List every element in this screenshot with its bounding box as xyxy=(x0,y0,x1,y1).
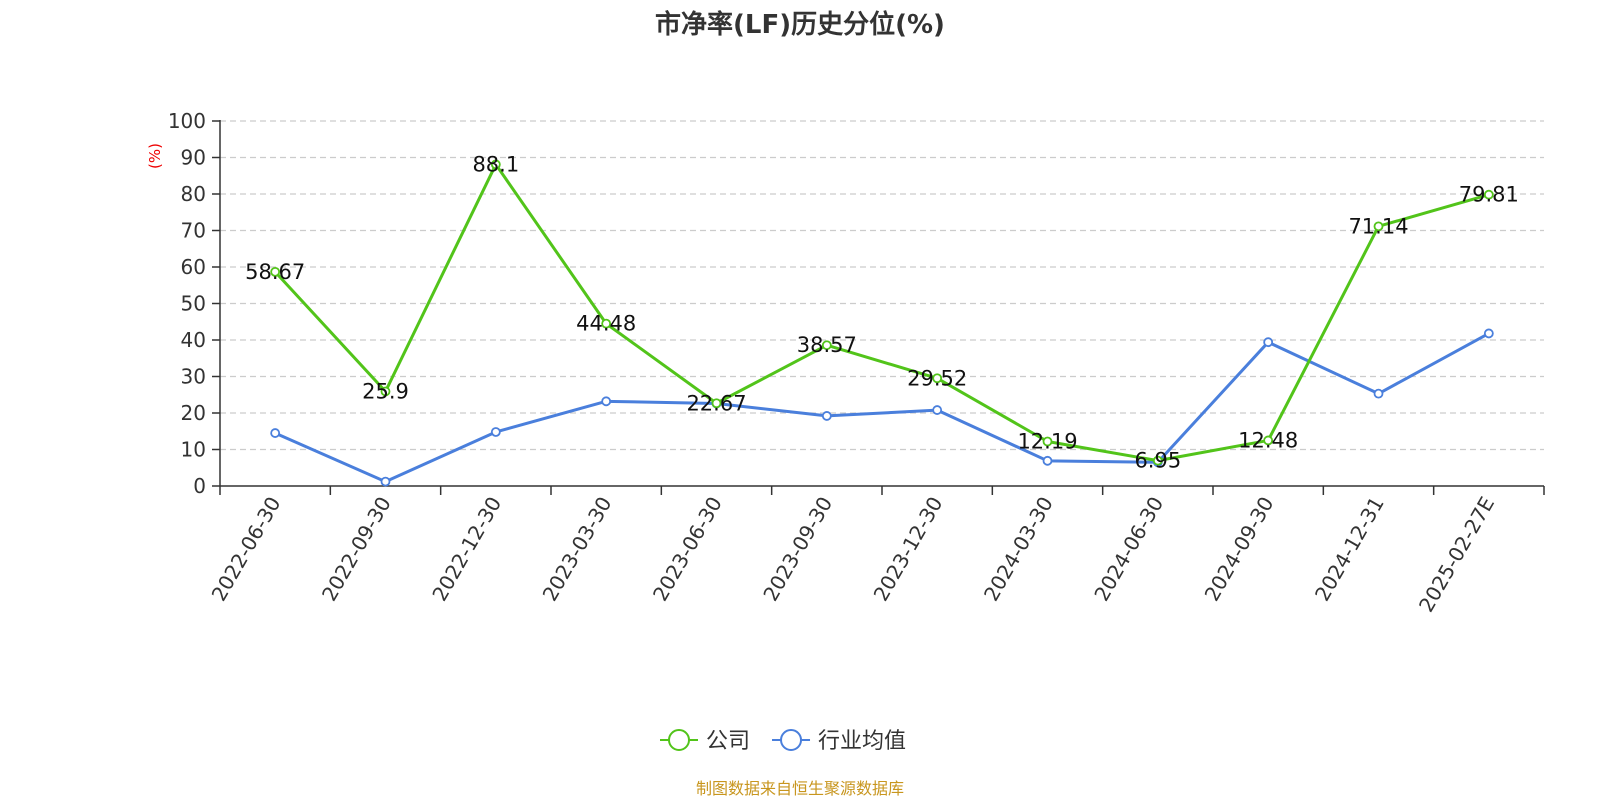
data-label: 12.48 xyxy=(1238,428,1298,452)
data-point[interactable] xyxy=(711,398,722,409)
data-point[interactable] xyxy=(380,386,391,397)
data-point[interactable] xyxy=(1263,337,1274,348)
data-label: 44.48 xyxy=(576,312,636,336)
x-tick-label: 2022-09-30 xyxy=(317,493,396,606)
series-line-0 xyxy=(274,162,1490,463)
data-point[interactable] xyxy=(1042,455,1053,466)
data-point[interactable] xyxy=(932,373,943,384)
data-point[interactable] xyxy=(380,476,391,487)
x-tick-label: 2024-03-30 xyxy=(979,493,1058,606)
legend-item-0[interactable]: 公司 xyxy=(660,729,750,754)
series-line-1 xyxy=(274,332,1490,484)
y-tick-label: 100 xyxy=(168,109,206,133)
data-label: 38.57 xyxy=(797,333,857,357)
data-label: 71.14 xyxy=(1348,214,1408,238)
data-point[interactable] xyxy=(1483,189,1494,200)
y-tick-label: 0 xyxy=(193,474,206,498)
data-point[interactable] xyxy=(1373,388,1384,399)
data-label: 58.67 xyxy=(245,260,305,284)
data-point[interactable] xyxy=(270,266,281,277)
data-point[interactable] xyxy=(601,396,612,407)
legend-label: 公司 xyxy=(706,729,750,754)
y-tick-label: 50 xyxy=(181,292,206,316)
y-axis-unit: (%) xyxy=(146,143,164,169)
x-tick-label: 2023-06-30 xyxy=(648,493,727,606)
y-tick-label: 70 xyxy=(181,219,206,243)
data-label: 12.19 xyxy=(1017,430,1077,454)
grid-lines xyxy=(220,120,1544,451)
data-label: 88.1 xyxy=(472,152,519,176)
x-tick-label: 2025-02-27E xyxy=(1414,493,1499,617)
legend-marker-icon xyxy=(668,729,690,751)
data-label: 29.52 xyxy=(907,366,967,390)
data-label: 6.95 xyxy=(1134,449,1181,473)
legend-label: 行业均值 xyxy=(818,729,906,754)
x-tick-label: 2022-06-30 xyxy=(207,493,286,606)
data-label: 79.81 xyxy=(1459,183,1519,207)
data-source-note: 制图数据来自恒生聚源数据库 xyxy=(696,779,904,798)
data-label: 25.9 xyxy=(362,379,409,403)
data-point[interactable] xyxy=(1152,455,1163,466)
data-label: 22.67 xyxy=(686,391,746,415)
data-point[interactable] xyxy=(490,159,501,170)
series-layer xyxy=(270,159,1494,487)
legend-marker-icon xyxy=(780,729,803,751)
x-tick-label: 2023-09-30 xyxy=(758,493,837,606)
legend-item-1[interactable]: 行业均值 xyxy=(772,729,906,754)
data-point[interactable] xyxy=(1263,435,1274,446)
y-tick-label: 10 xyxy=(181,438,206,462)
y-tick-label: 20 xyxy=(181,401,206,425)
data-point[interactable] xyxy=(932,405,943,415)
y-tick-label: 60 xyxy=(181,255,206,279)
y-tick-label: 40 xyxy=(181,328,206,352)
legend[interactable]: 公司 行业均值 xyxy=(660,729,906,754)
data-point[interactable] xyxy=(490,427,501,437)
x-tick-label: 2024-06-30 xyxy=(1089,493,1168,606)
data-point[interactable] xyxy=(270,428,281,438)
data-point[interactable] xyxy=(821,411,832,421)
x-tick-label: 2024-09-30 xyxy=(1200,493,1279,606)
x-tick-label: 2023-03-30 xyxy=(538,493,617,606)
data-point[interactable] xyxy=(601,318,612,329)
data-point[interactable] xyxy=(1042,436,1053,447)
y-tick-label: 30 xyxy=(181,365,206,389)
data-point[interactable] xyxy=(1373,221,1384,232)
x-tick-label: 2024-12-31 xyxy=(1310,493,1389,606)
data-point[interactable] xyxy=(821,340,832,351)
chart-title: 市净率(LF)历史分位(%) xyxy=(655,9,945,40)
data-labels: 58.67 25.9 88.1 44.48 22.67 38.57 29.52 12.19 6.… xyxy=(245,152,1519,472)
x-tick-label: 2023-12-30 xyxy=(869,493,948,606)
data-point[interactable] xyxy=(1483,328,1494,339)
y-tick-label: 80 xyxy=(181,182,206,206)
y-tick-label: 90 xyxy=(181,146,206,170)
axes: 0 10 20 30 40 50 60 70 80 90 100 2022-06-30 2022-09-… xyxy=(168,109,1545,617)
x-tick-label: 2022-12-30 xyxy=(427,493,506,606)
